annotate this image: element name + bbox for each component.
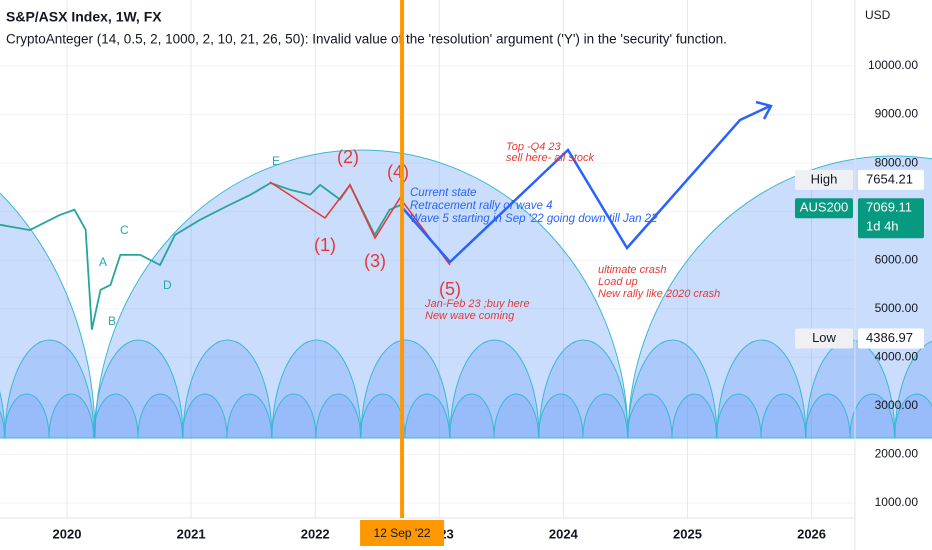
cycle-arc [226, 393, 273, 439]
annotation: (1) [314, 235, 336, 255]
cycle-arc [849, 393, 896, 439]
cycle-arc [760, 393, 807, 439]
price-tag-name: High [811, 171, 838, 186]
annotation: E [272, 154, 280, 168]
chart-title: S&P/ASX Index, 1W, FX [6, 9, 162, 25]
cycle-arc [137, 393, 184, 439]
price-value-box [858, 198, 924, 239]
cycle-arc [3, 393, 50, 439]
x-tick-label: 2026 [797, 526, 826, 541]
cycle-arc [582, 393, 629, 439]
cycle-arc [538, 339, 629, 439]
annotation: C [120, 223, 129, 237]
cycle-arc [537, 393, 584, 439]
price-tag [795, 169, 853, 190]
x-tick-label: 2024 [549, 526, 579, 541]
cycle-arc [315, 393, 362, 439]
projection-arrow [755, 100, 773, 120]
cycle-arc [716, 339, 807, 439]
cycle-arc [182, 339, 273, 439]
y-tick-label: 9000.00 [875, 107, 919, 121]
projection-drawing [399, 104, 771, 264]
cycle-arc [94, 149, 629, 439]
price-value: 7654.21 [866, 171, 913, 186]
x-tick-label: 2022 [301, 526, 330, 541]
cycle-arc [93, 339, 184, 439]
annotation: Load up [598, 276, 638, 288]
annotation: Jan-Feb 23 ;buy here [424, 298, 530, 310]
date-marker-box [360, 520, 445, 546]
cycle-arc [493, 393, 540, 439]
annotation: Wave 5 starting in Sep '22 going down ti… [410, 213, 658, 225]
price-value-box [858, 169, 924, 190]
y-tick-label: 2000.00 [875, 447, 919, 461]
price-value-box [858, 328, 924, 349]
y-tick-label: 5000.00 [875, 301, 919, 315]
cycle-arc [449, 339, 540, 439]
y-unit: USD [865, 8, 891, 22]
cycle-arc [715, 393, 762, 439]
annotation: B [108, 314, 116, 328]
cycle-arc [448, 393, 495, 439]
cycle-arc [4, 339, 95, 439]
annotation: (5) [439, 279, 461, 299]
x-tick-label: 2020 [53, 526, 82, 541]
annotation: A [99, 255, 107, 269]
date-marker-label: 12 Sep '22 [374, 526, 431, 540]
cycle-arc [404, 393, 451, 439]
y-tick-label: 3000.00 [875, 398, 919, 412]
price-value: 4386.97 [866, 330, 913, 345]
cycle-arc [271, 339, 362, 439]
y-tick-label: 8000.00 [875, 155, 919, 169]
annotation: D [163, 278, 172, 292]
annotation: (2) [337, 147, 359, 167]
cycle-arc [894, 340, 932, 439]
cycle-arc [804, 393, 851, 439]
y-tick-label: 6000.00 [875, 252, 919, 266]
annotation: New wave coming [425, 310, 515, 322]
cycle-arc [627, 339, 718, 439]
y-tick-label: 1000.00 [875, 495, 919, 509]
cycle-arc [270, 393, 317, 439]
cycle-arc [48, 393, 95, 439]
cycle-arc [360, 339, 451, 439]
cycle-arc [626, 393, 673, 439]
cycle-arc [0, 410, 6, 439]
price-countdown: 1d 4h [866, 219, 899, 234]
annotation: sell here- all stock [506, 152, 595, 164]
cycle-arc [92, 393, 139, 439]
annotation: Current state [410, 187, 476, 199]
cycle-arc [893, 393, 932, 439]
price-tag-name: AUS200 [800, 200, 848, 215]
cycle-arc [181, 393, 228, 439]
annotation: ultimate crash [598, 264, 666, 276]
annotation: New rally like 2020 crash [598, 288, 720, 300]
annotation: Top -Q4 23 [506, 141, 562, 153]
wave-drawing [269, 181, 451, 266]
y-tick-label: 10000.00 [868, 58, 918, 72]
price-value: 7069.11 [866, 200, 912, 215]
chart-subtitle: CryptoAnteger (14, 0.5, 2, 1000, 2, 10, … [6, 32, 727, 47]
price-tag [795, 328, 853, 349]
y-tick-label: 4000.00 [875, 349, 919, 363]
cycle-arc [627, 155, 932, 439]
x-tick-label: 2021 [177, 526, 206, 541]
price-tag-name: Low [812, 330, 836, 345]
annotation: (4) [387, 162, 409, 182]
price-tag [795, 198, 853, 219]
x-tick-label: 2025 [673, 526, 702, 541]
cycle-arc [0, 192, 96, 439]
annotation: Retracement rally of wave 4 [410, 200, 553, 212]
cycle-arc [671, 393, 718, 439]
annotation: (3) [364, 251, 386, 271]
